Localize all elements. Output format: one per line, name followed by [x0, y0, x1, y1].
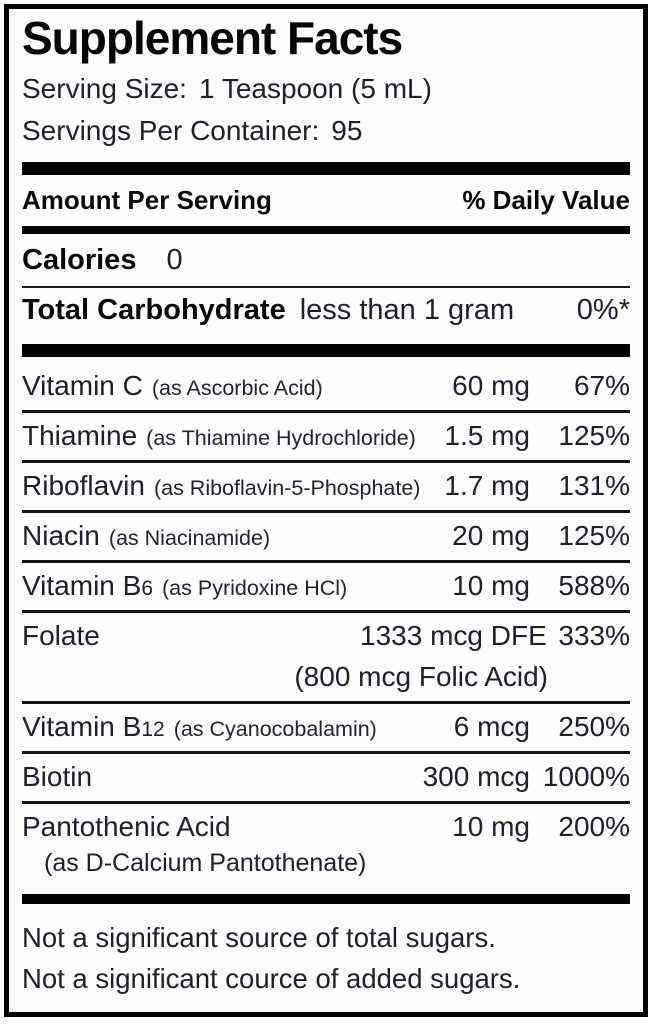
nutrient-name: Niacin (as Niacinamide)	[22, 519, 271, 551]
separator-bar-thick-bottom	[22, 893, 630, 904]
nutrient-daily-value: 125%	[558, 419, 630, 451]
total-carbohydrate-row: Total Carbohydrate less than 1 gram 0%*	[22, 288, 630, 335]
calories-label: Calories	[22, 243, 137, 276]
nutrient-name: Thiamine (as Thiamine Hydrochloride)	[22, 419, 416, 451]
nutrient-amount: 10 mg	[452, 569, 530, 601]
nutrient-daily-value: 333%	[558, 619, 630, 651]
total-carbohydrate-amount: less than 1 gram	[299, 293, 515, 326]
serving-size-label: Serving Size:	[22, 72, 187, 104]
servings-per-container-row: Servings Per Container: 95	[22, 110, 630, 153]
nutrient-row: Thiamine (as Thiamine Hydrochloride) 1.5 …	[22, 409, 630, 460]
serving-size-value: 1 Teaspoon (5 mL)	[198, 72, 432, 104]
nutrient-name: Vitamin B6 (as Pyridoxine HCl)	[22, 569, 348, 601]
column-header-row: Amount Per Serving % Daily Value	[22, 181, 630, 221]
serving-size-row: Serving Size: 1 Teaspoon (5 mL)	[22, 68, 630, 111]
nutrient-amount: 10 mg	[452, 810, 530, 842]
servings-per-container-value: 95	[331, 115, 363, 147]
nutrient-daily-value: 131%	[558, 469, 630, 501]
nutrient-amount: 60 mg	[452, 369, 530, 401]
nutrient-amount: 1.7 mg	[444, 469, 530, 501]
nutrient-row: Pantothenic Acid 10 mg 200% (as D-Calciu…	[22, 800, 630, 886]
nutrient-daily-value: 1000%	[542, 760, 630, 792]
disclaimer-added-sugars: Not a significant cource of added sugars…	[22, 962, 521, 994]
separator-bar-thick-mid	[22, 343, 630, 357]
nutrient-name: Biotin	[22, 760, 93, 792]
nutrient-row: Vitamin C (as Ascorbic Acid) 60 mg 67%	[22, 363, 630, 410]
nutrient-amount: 6 mcg	[453, 710, 530, 742]
label-title: Supplement Facts	[22, 12, 403, 64]
nutrient-row: Folate 1333 mcg DFE 333% (800 mcg Folic …	[22, 609, 630, 701]
nutrient-row: Biotin 300 mcg 1000%	[22, 750, 630, 801]
nutrient-note: (as D-Calcium Pantothenate)	[44, 848, 367, 877]
separator-hairline	[22, 285, 630, 288]
daily-value-header: % Daily Value	[462, 184, 630, 215]
nutrient-rows: Vitamin C (as Ascorbic Acid) 60 mg 67% Th…	[22, 363, 630, 886]
nutrient-name: Vitamin B12 (as Cyanocobalamin)	[22, 710, 377, 742]
calories-row: Calories 0	[22, 236, 630, 286]
supplement-facts-label: Supplement Facts Serving Size: 1 Teaspoon…	[4, 4, 648, 1018]
nutrient-amount: 1.5 mg	[444, 419, 530, 451]
disclaimer-total-sugars: Not a significant source of total sugars…	[22, 921, 496, 953]
nutrient-amount: 20 mg	[452, 519, 530, 551]
nutrient-amount: 1333 mcg DFE	[360, 619, 547, 651]
nutrient-note: (800 mcg Folic Acid)	[294, 660, 548, 692]
nutrient-row: Riboflavin (as Riboflavin-5-Phosphate) 1.…	[22, 459, 630, 510]
nutrient-amount: 300 mcg	[422, 760, 530, 792]
nutrient-daily-value: 125%	[558, 519, 630, 551]
servings-per-container-label: Servings Per Container:	[22, 115, 320, 147]
separator-bar-thick-top	[22, 161, 630, 175]
nutrient-row: Vitamin B6 (as Pyridoxine HCl) 10 mg 588%	[22, 559, 630, 610]
separator-bar-medium	[22, 225, 630, 234]
total-carbohydrate-daily-value: 0%*	[576, 293, 630, 326]
nutrient-row: Niacin (as Niacinamide) 20 mg 125%	[22, 509, 630, 560]
nutrient-daily-value: 200%	[558, 810, 630, 842]
nutrient-name: Folate	[22, 619, 100, 651]
total-carbohydrate-label: Total Carbohydrate	[22, 293, 286, 326]
nutrient-daily-value: 250%	[558, 710, 630, 742]
nutrient-daily-value: 67%	[573, 369, 630, 401]
nutrient-daily-value: 588%	[558, 569, 630, 601]
nutrient-name: Riboflavin (as Riboflavin-5-Phosphate)	[22, 469, 421, 501]
amount-per-serving-header: Amount Per Serving	[22, 184, 272, 215]
nutrient-name: Pantothenic Acid	[22, 810, 231, 842]
calories-value: 0	[166, 243, 183, 276]
disclaimers-section: Not a significant source of total sugars…	[22, 908, 630, 1013]
nutrient-name: Vitamin C (as Ascorbic Acid)	[22, 369, 323, 401]
nutrient-row: Vitamin B12 (as Cyanocobalamin) 6 mcg 250…	[22, 700, 630, 751]
